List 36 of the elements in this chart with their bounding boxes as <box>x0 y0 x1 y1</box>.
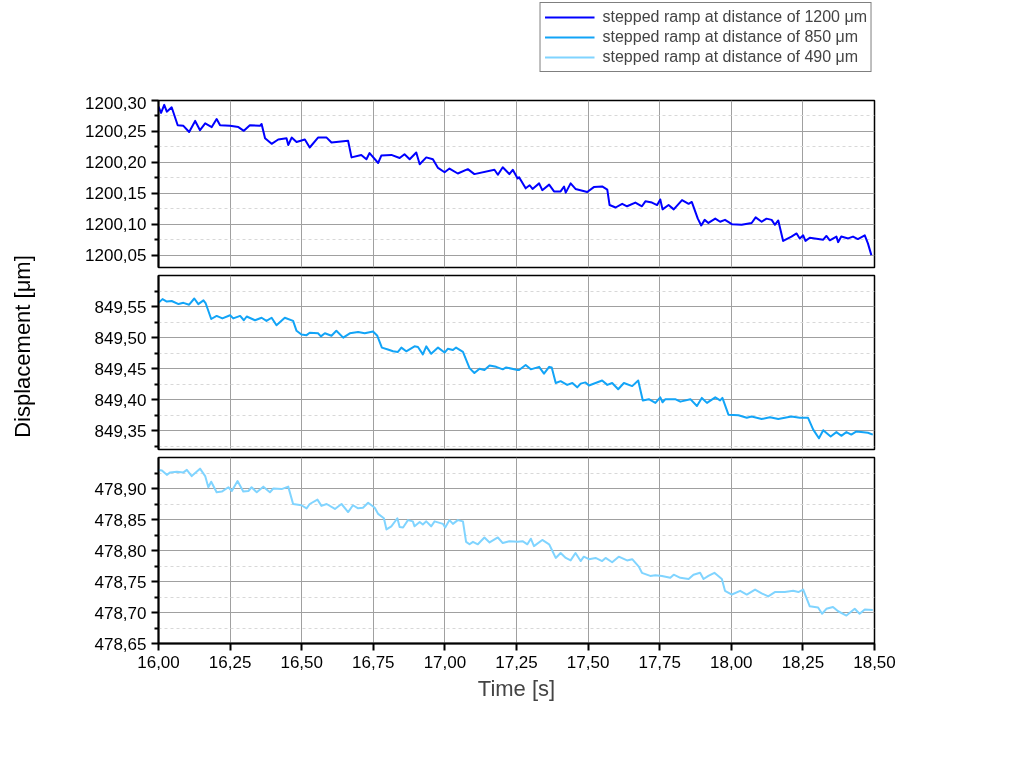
x-tick-label: 17,50 <box>566 652 610 672</box>
y-tick-label: 849,35 <box>94 421 147 441</box>
y-tick-label: 849,40 <box>94 390 147 410</box>
y-tick-label: 478,85 <box>94 510 147 530</box>
y-tick-label: 849,50 <box>94 328 147 348</box>
x-tick-label: 17,25 <box>495 652 538 672</box>
x-tick-label: 16,25 <box>208 652 252 672</box>
y-tick-label: 1200,05 <box>85 246 147 266</box>
y-tick-label: 1200,25 <box>85 122 147 142</box>
x-axis-title: Time [s] <box>477 675 556 701</box>
y-tick-label: 478,70 <box>94 603 147 623</box>
y-tick-label: 478,90 <box>94 479 147 499</box>
legend-label: stepped ramp at distance of 850 μm <box>602 28 859 46</box>
x-tick-label: 16,00 <box>137 652 180 672</box>
y-tick-label: 478,65 <box>94 634 147 654</box>
y-axis-title: Displacement [μm] <box>10 255 35 438</box>
line-series <box>158 467 874 617</box>
x-tick-label: 18,50 <box>853 652 896 672</box>
y-tick-label: 849,45 <box>94 359 147 379</box>
y-tick-label: 478,80 <box>94 541 147 561</box>
y-tick-label: 1200,10 <box>85 215 147 235</box>
y-tick-label: 478,75 <box>94 572 147 592</box>
x-tick-label: 16,50 <box>280 652 323 672</box>
line-series <box>158 297 874 440</box>
x-tick-label: 17,00 <box>423 652 467 672</box>
x-tick-label: 18,00 <box>710 652 753 672</box>
y-tick-label: 1200,30 <box>85 93 147 113</box>
legend-label: stepped ramp at distance of 1200 μm <box>602 8 867 26</box>
y-tick-label: 1200,20 <box>85 153 147 173</box>
x-tick-label: 18,25 <box>781 652 825 672</box>
x-tick-label: 16,75 <box>352 652 395 672</box>
x-tick-label: 17,75 <box>638 652 681 672</box>
line-series <box>158 103 873 257</box>
y-tick-label: 1200,15 <box>85 184 147 204</box>
legend-label: stepped ramp at distance of 490 μm <box>602 48 859 66</box>
y-tick-label: 849,55 <box>94 297 147 317</box>
